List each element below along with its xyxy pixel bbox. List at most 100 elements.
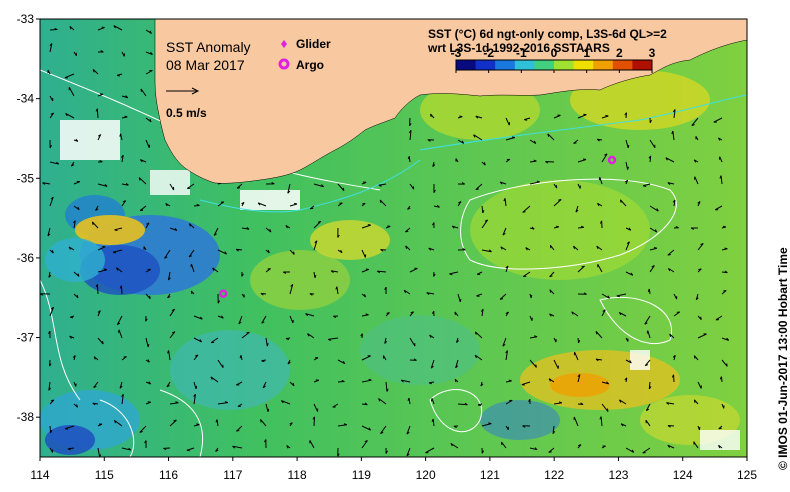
velocity-arrow-head xyxy=(364,440,368,443)
velocity-arrow-head xyxy=(235,248,239,252)
velocity-arrow xyxy=(601,403,609,412)
velocity-arrow xyxy=(210,376,219,383)
velocity-arrow-head xyxy=(643,185,647,187)
velocity-arrow xyxy=(505,117,510,126)
velocity-arrow xyxy=(42,182,51,185)
velocity-arrow xyxy=(406,447,411,457)
velocity-arrow-head xyxy=(602,309,606,312)
velocity-arrow-head xyxy=(260,293,264,296)
velocity-arrow xyxy=(619,311,627,317)
velocity-arrow-head xyxy=(65,428,69,430)
velocity-arrow-head xyxy=(726,337,730,341)
velocity-arrow xyxy=(138,177,147,185)
velocity-arrow-head xyxy=(364,402,368,406)
velocity-arrow-head xyxy=(48,387,52,391)
velocity-arrow xyxy=(577,374,581,383)
velocity-arrow xyxy=(96,284,99,295)
velocity-arrow xyxy=(145,70,153,75)
colorbar-swatch xyxy=(475,60,496,70)
velocity-arrow xyxy=(49,425,52,433)
velocity-arrow xyxy=(577,114,587,119)
velocity-arrow-head xyxy=(475,188,479,191)
velocity-arrow xyxy=(169,402,179,405)
velocity-arrow xyxy=(189,223,195,229)
velocity-arrow-head xyxy=(47,233,51,237)
velocity-arrow-head xyxy=(196,423,200,426)
velocity-arrow xyxy=(193,315,203,320)
velocity-arrow-head xyxy=(558,198,562,201)
velocity-arrow xyxy=(216,419,219,427)
velocity-arrow xyxy=(119,381,123,389)
scale-label: 0.5 m/s xyxy=(166,106,207,120)
colorbar-tick-label: -1 xyxy=(516,46,527,60)
velocity-arrow xyxy=(575,205,579,213)
velocity-arrow-head xyxy=(196,203,200,206)
velocity-arrow-head xyxy=(648,155,652,159)
velocity-arrow-head xyxy=(71,164,75,167)
velocity-arrow xyxy=(118,329,123,339)
velocity-arrow-head xyxy=(599,220,603,224)
velocity-arrow-head xyxy=(481,450,485,454)
velocity-arrow-head xyxy=(656,208,659,212)
velocity-arrow xyxy=(217,402,228,405)
velocity-arrow-head xyxy=(236,429,240,432)
velocity-arrow-head xyxy=(56,161,60,165)
velocity-arrow xyxy=(553,359,559,369)
velocity-arrow xyxy=(49,43,53,53)
velocity-arrow xyxy=(139,425,147,433)
velocity-arrow-head xyxy=(480,308,484,312)
velocity-arrow xyxy=(112,249,123,253)
velocity-arrow xyxy=(336,286,339,295)
velocity-arrow-head xyxy=(377,270,381,274)
velocity-arrow-head xyxy=(522,211,526,213)
velocity-arrow-head xyxy=(549,313,552,317)
velocity-arrow-head xyxy=(431,418,434,422)
x-tick-label: 119 xyxy=(352,468,371,482)
velocity-arrow-head xyxy=(97,134,102,137)
velocity-arrow xyxy=(145,51,153,56)
velocity-arrow-head xyxy=(241,201,245,205)
velocity-arrow-head xyxy=(456,340,460,343)
velocity-arrow xyxy=(475,115,483,119)
velocity-arrow-head xyxy=(624,377,628,381)
velocity-arrow-head xyxy=(99,160,103,163)
velocity-arrow xyxy=(553,402,562,405)
velocity-arrow-head xyxy=(426,292,430,295)
velocity-arrow xyxy=(121,183,129,186)
velocity-arrow xyxy=(188,249,195,258)
velocity-arrow xyxy=(260,419,267,427)
glider-marker-icon xyxy=(281,40,287,48)
velocity-arrow-head xyxy=(595,331,598,335)
velocity-arrow-head xyxy=(121,394,124,398)
velocity-arrow-head xyxy=(113,25,116,29)
velocity-arrow-head xyxy=(149,30,152,34)
x-tick-label: 115 xyxy=(95,468,114,482)
velocity-arrow-head xyxy=(462,248,466,251)
velocity-arrow xyxy=(328,337,339,340)
velocity-arrow-head xyxy=(72,220,76,224)
velocity-arrow-head xyxy=(257,202,261,206)
velocity-arrow-head xyxy=(283,271,287,274)
velocity-arrow xyxy=(649,265,655,273)
velocity-arrow xyxy=(96,108,99,119)
velocity-arrow-head xyxy=(286,445,289,449)
velocity-arrow-head xyxy=(644,322,648,325)
velocity-arrow-head xyxy=(604,153,608,156)
velocity-arrow-head xyxy=(672,109,676,113)
velocity-arrow xyxy=(169,331,176,339)
velocity-arrow xyxy=(573,416,579,427)
velocity-arrow xyxy=(529,160,537,163)
x-tick-label: 123 xyxy=(608,468,628,482)
velocity-arrow xyxy=(409,183,415,190)
velocity-arrow xyxy=(120,133,123,141)
velocity-arrow-head xyxy=(646,330,649,334)
velocity-arrow xyxy=(236,381,243,386)
velocity-arrow-head xyxy=(547,133,550,137)
velocity-arrow xyxy=(694,176,699,185)
velocity-arrow-head xyxy=(580,402,584,405)
velocity-arrow-head xyxy=(342,187,345,191)
velocity-arrow-head xyxy=(697,201,701,204)
velocity-arrow xyxy=(167,271,171,281)
velocity-arrow xyxy=(232,445,243,449)
velocity-arrow-head xyxy=(646,408,650,412)
